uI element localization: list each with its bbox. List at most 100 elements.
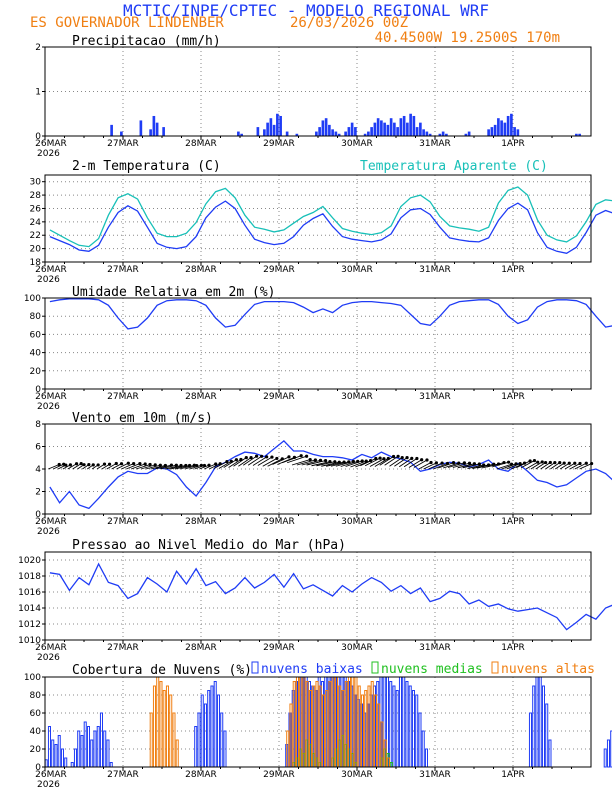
wind-arrow [525,461,538,470]
wind-arrow-head [532,458,537,463]
wind-arrow-head [207,463,211,467]
wind-arrow-head [74,462,79,466]
precip-bar [354,127,357,136]
temp-xtick-label: 1APR [501,265,525,275]
precip-bar [263,129,266,136]
precip-bar [380,120,383,136]
wind-arrow-head [260,454,264,458]
precip-bar [402,115,406,136]
wind-arrow-head [548,460,552,465]
precip-xtick-label: 27MAR [107,139,139,149]
rh-ytick-label: 40 [30,349,42,359]
wind-arrow-head [440,461,444,465]
precip-xtick-label: 1APR [501,139,525,149]
wind-arrow-head [584,461,588,465]
header-run-date: 26/03/2026 00Z [290,15,408,31]
precip-bar [445,133,448,136]
wind-arrow [340,460,358,467]
wind-arrow-head [68,463,72,467]
cloud-xtick-label: 26MAR [35,770,67,780]
temp-ytick-label: 26 [30,204,42,214]
precip-bar [363,133,367,136]
precip-ytick-label: 2 [35,43,41,53]
temp-panel: 18 20 22 24 26 28 30 26MAR 27MAR 28MAR 29MAR 30MAR 3… [30,174,612,285]
cloud-bar [86,726,90,768]
cloud-year-label: 2026 [37,780,60,790]
precip-bar [399,118,403,136]
wind-arrow [316,461,335,467]
pres-xtick-label: 29MAR [263,643,295,653]
precip-year-label: 2026 [37,149,60,159]
rh-ytick-label: 80 [30,312,42,322]
precip-bar [412,115,416,136]
temp-xtick-label: 27MAR [107,265,139,275]
precip-bar [513,127,516,136]
cloud-bar [156,676,160,768]
wind-arrow [472,464,489,469]
wind-arrow-head [254,454,259,458]
wind-arrow [564,462,576,470]
wind-arrow [384,455,399,466]
wind-arrow-head [410,456,414,460]
wind-arrow [174,465,190,470]
precip-bar [500,120,503,136]
wind-arrow [569,463,581,470]
wind-arrow [442,462,459,469]
cloud-bar [421,730,425,768]
precip-xtick-label: 29MAR [263,139,295,149]
pres-ytick-label: 1018 [18,572,41,582]
wind-arrow [72,463,82,470]
pres-year-label: 2026 [37,653,60,663]
wind-arrow-head [275,456,279,461]
wind-arrow-head [506,460,511,464]
cloud-bar [408,685,412,768]
legend-mid-swatch [371,661,379,674]
cloud-bar [90,739,94,768]
wind-arrow [218,460,232,469]
wind-arrow [477,463,494,469]
cloud-bar [103,730,107,768]
wind-arrow [160,464,177,470]
rh-ytick-label: 0 [35,385,41,395]
wind-arrow-head [540,460,544,464]
wind-arrow [403,458,418,468]
pres-line-0 [49,562,612,631]
wind-arrow [394,457,408,467]
precip-bar [149,129,152,136]
wind-arrow [257,456,273,466]
wind-arrow [262,458,278,467]
wind-arrow [291,459,311,466]
wind-arrow-head [234,458,238,462]
wind-arrow [559,462,570,470]
cloud-bar [216,694,220,768]
wind-arrow-head [425,458,429,462]
precip-bar [389,118,393,136]
wind-arrow-head [400,456,404,460]
wind-arrow [555,462,565,470]
wind-arrow [286,455,307,464]
wind-arrow-head [567,461,571,465]
precip-bar [575,133,578,136]
wind-arrow-head [299,454,303,458]
wind-arrow-head [87,463,91,467]
header-title: MCTIC/INPE/CPTEC - MODELO REGIONAL WRF [123,1,489,20]
rh-frame [44,297,592,390]
wind-arrow-head [429,460,433,465]
wind-arrow-head [158,463,162,467]
cloud-bar [207,690,211,768]
wind-arrow-head [308,457,312,462]
rh-ytick-label: 60 [30,330,42,340]
pres-panel: 1010 1012 1014 1016 1018 1020 26MAR 27MAR 28MAR 2… [18,551,612,663]
wind-ytick-label: 0 [35,510,41,520]
wind-arrow [170,465,186,470]
precip-series-0 [110,113,581,136]
wind-arrow [116,462,129,470]
cloud-bar [220,712,224,768]
precip-bar [324,118,328,136]
wind-arrow [408,459,422,468]
rh-xtick-label: 28MAR [185,392,217,402]
precip-bar [497,118,500,136]
precip-ytick-label: 1 [35,88,41,98]
wind-arrow-head [153,463,157,467]
